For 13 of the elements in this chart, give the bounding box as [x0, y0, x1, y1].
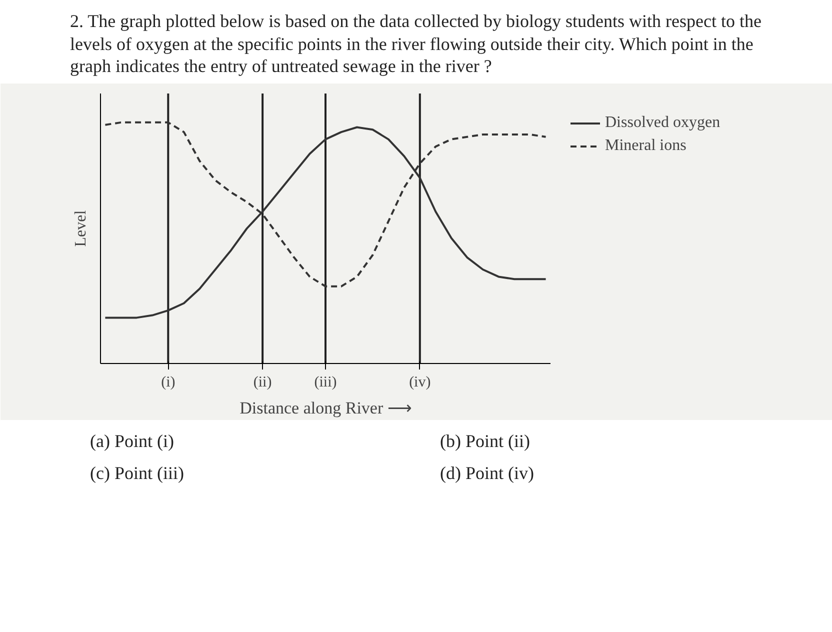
text: (a) Point (i): [90, 430, 175, 453]
x-tick-label: (iii): [314, 374, 337, 390]
chart-title: 2. The graph plotted below is based on the data collected by biology students with respect to the levels of oxygen at the specific points in the river flowing outside their city. Which point in the graph indicates the entry of untreated sewage in the river ?: [70, 10, 763, 78]
x-tick-label: (i): [161, 374, 176, 390]
text: (d) Point (iv): [440, 462, 535, 485]
x-tick-label: (iv): [409, 374, 431, 390]
legend-label: Dissolved oxygen: [605, 114, 720, 132]
text: (b) Point (ii): [440, 430, 531, 453]
y-axis-title: Level: [72, 209, 90, 246]
x-axis-title: Distance along River ⟶: [240, 398, 412, 417]
x-tick-label: (ii): [253, 374, 272, 390]
text: (c) Point (iii): [90, 462, 185, 485]
legend-label: Mineral ions: [605, 136, 686, 154]
